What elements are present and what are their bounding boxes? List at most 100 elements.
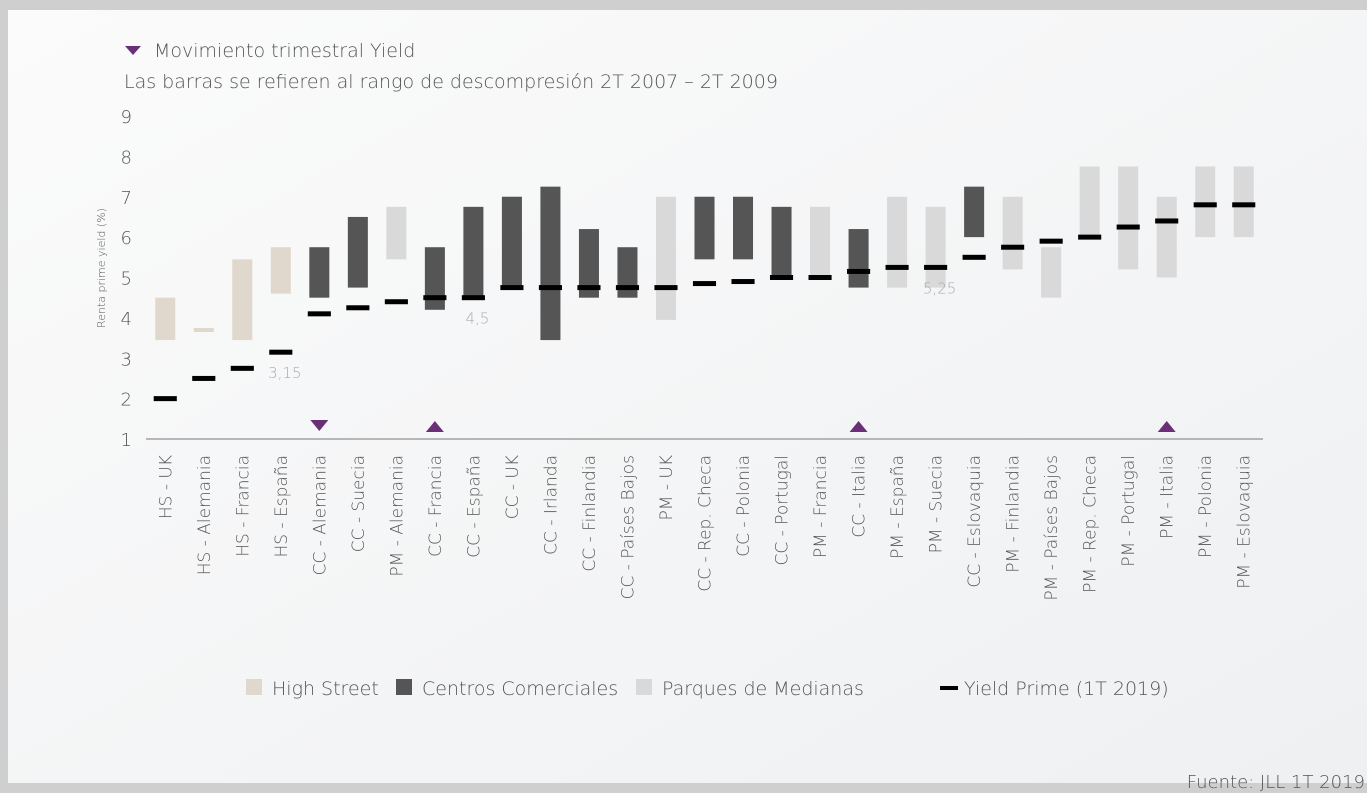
value-label: 4,5 xyxy=(465,310,489,328)
x-tick-label: PM - Alemania xyxy=(387,455,407,577)
y-tick-label: 9 xyxy=(121,107,132,128)
x-tick-label: CC - Alemania xyxy=(310,455,330,575)
yield-marker xyxy=(1155,218,1179,224)
y-tick-label: 2 xyxy=(121,390,132,411)
range-bar xyxy=(1195,166,1216,238)
yield-marker xyxy=(731,279,755,285)
range-bar xyxy=(1002,196,1023,270)
range-bar xyxy=(810,206,831,278)
range-bar xyxy=(424,247,445,310)
yield-marker xyxy=(346,305,370,311)
movement-arrow xyxy=(310,420,329,431)
x-tick-label: PM - Finlandia xyxy=(1004,455,1024,573)
range-bar xyxy=(694,196,715,260)
movement-arrow xyxy=(849,421,868,432)
value-label: 3,15 xyxy=(268,364,301,382)
yield-marker xyxy=(615,285,640,291)
yield-marker xyxy=(500,285,524,291)
background xyxy=(8,10,1367,783)
x-tick-label: PM - Suecia xyxy=(927,455,947,553)
x-tick-label: HS - Francia xyxy=(233,455,253,557)
y-axis-label: Renta prime yield (%) xyxy=(95,208,108,328)
chart-subtitle: Las barras se refieren al rango de desco… xyxy=(124,71,778,93)
range-bar xyxy=(771,206,792,278)
y-tick-label: 8 xyxy=(121,147,132,168)
range-bar xyxy=(964,186,985,238)
range-bar xyxy=(270,247,291,294)
legend-label: Parques de Medianas xyxy=(662,678,864,700)
range-bar xyxy=(1041,247,1062,298)
x-tick-label: CC - Finlandia xyxy=(580,455,600,572)
legend-arrow-icon xyxy=(125,46,141,55)
range-bar xyxy=(193,327,214,333)
yield-marker xyxy=(269,349,293,355)
yield-marker xyxy=(808,275,832,280)
value-label: 5,25 xyxy=(923,279,956,297)
yield-marker xyxy=(1193,202,1217,208)
legend-swatch xyxy=(396,679,412,695)
yield-marker xyxy=(423,295,447,301)
range-bar xyxy=(733,196,754,260)
range-bar xyxy=(386,206,407,260)
source: Fuente: JLL 1T 2019 xyxy=(1187,772,1365,793)
x-tick-label: PM - Polonia xyxy=(1196,455,1216,558)
range-bar xyxy=(155,297,176,341)
range-bar xyxy=(887,196,908,288)
movement-arrow xyxy=(425,421,444,432)
x-tick-label: PM - España xyxy=(888,455,908,559)
x-tick-label: CC - Polonia xyxy=(734,455,754,557)
x-tick-label: CC - España xyxy=(464,455,484,558)
yield-marker xyxy=(847,268,871,274)
range-bar xyxy=(848,229,869,288)
x-tick-label: CC - UK xyxy=(503,455,523,519)
yield-marker xyxy=(692,281,717,287)
yield-marker xyxy=(1116,224,1140,230)
yield-marker xyxy=(461,295,485,301)
y-tick-label: 5 xyxy=(121,269,132,290)
yield-marker xyxy=(1001,244,1025,250)
x-tick-label: HS - España xyxy=(272,455,292,558)
y-tick-label: 3 xyxy=(121,349,132,370)
x-tick-label: CC - Rep. Checa xyxy=(696,455,716,592)
range-bar xyxy=(925,206,946,288)
range-bar xyxy=(501,196,522,288)
yield-marker xyxy=(153,396,177,402)
y-tick-label: 7 xyxy=(121,188,132,209)
x-tick-label: CC - Países Bajos xyxy=(618,455,638,599)
range-bar xyxy=(578,229,599,298)
y-tick-label: 6 xyxy=(121,228,132,249)
yield-marker xyxy=(192,375,216,381)
legend-swatch xyxy=(636,679,652,695)
yield-marker xyxy=(1078,234,1102,240)
range-bar xyxy=(540,186,561,341)
y-tick-label: 1 xyxy=(121,430,132,451)
x-tick-label: PM - Portugal xyxy=(1119,455,1139,567)
chart-title: Movimiento trimestral Yield xyxy=(154,40,415,62)
range-bar xyxy=(617,247,638,298)
range-bar xyxy=(655,196,676,320)
x-tick-label: PM - Países Bajos xyxy=(1042,455,1062,601)
x-tick-label: CC - Francia xyxy=(426,455,446,557)
x-tick-label: PM - Italia xyxy=(1158,455,1178,539)
yield-marker xyxy=(1039,238,1063,244)
yield-marker xyxy=(769,275,794,280)
x-tick-label: PM - UK xyxy=(657,455,677,520)
legend-label: High Street xyxy=(272,678,379,700)
yield-marker xyxy=(307,311,331,317)
x-tick-label: CC - Eslovaquia xyxy=(965,455,985,588)
range-bar xyxy=(1233,166,1254,238)
legend-label: Yield Prime (1T 2019) xyxy=(964,678,1169,700)
x-tick-label: PM - Francia xyxy=(811,455,831,558)
x-tick-label: CC - Italia xyxy=(850,455,870,538)
x-tick-label: PM - Eslovaquia xyxy=(1235,455,1255,589)
yield-marker xyxy=(577,285,601,291)
x-tick-label: CC - Portugal xyxy=(773,455,793,566)
movement-arrow xyxy=(1157,421,1176,432)
range-bar xyxy=(1156,196,1177,278)
range-bar xyxy=(463,206,484,298)
legend-swatch xyxy=(246,679,262,695)
yield-marker xyxy=(924,264,948,270)
yield-marker xyxy=(538,285,562,291)
x-tick-label: CC - Irlanda xyxy=(541,455,561,555)
